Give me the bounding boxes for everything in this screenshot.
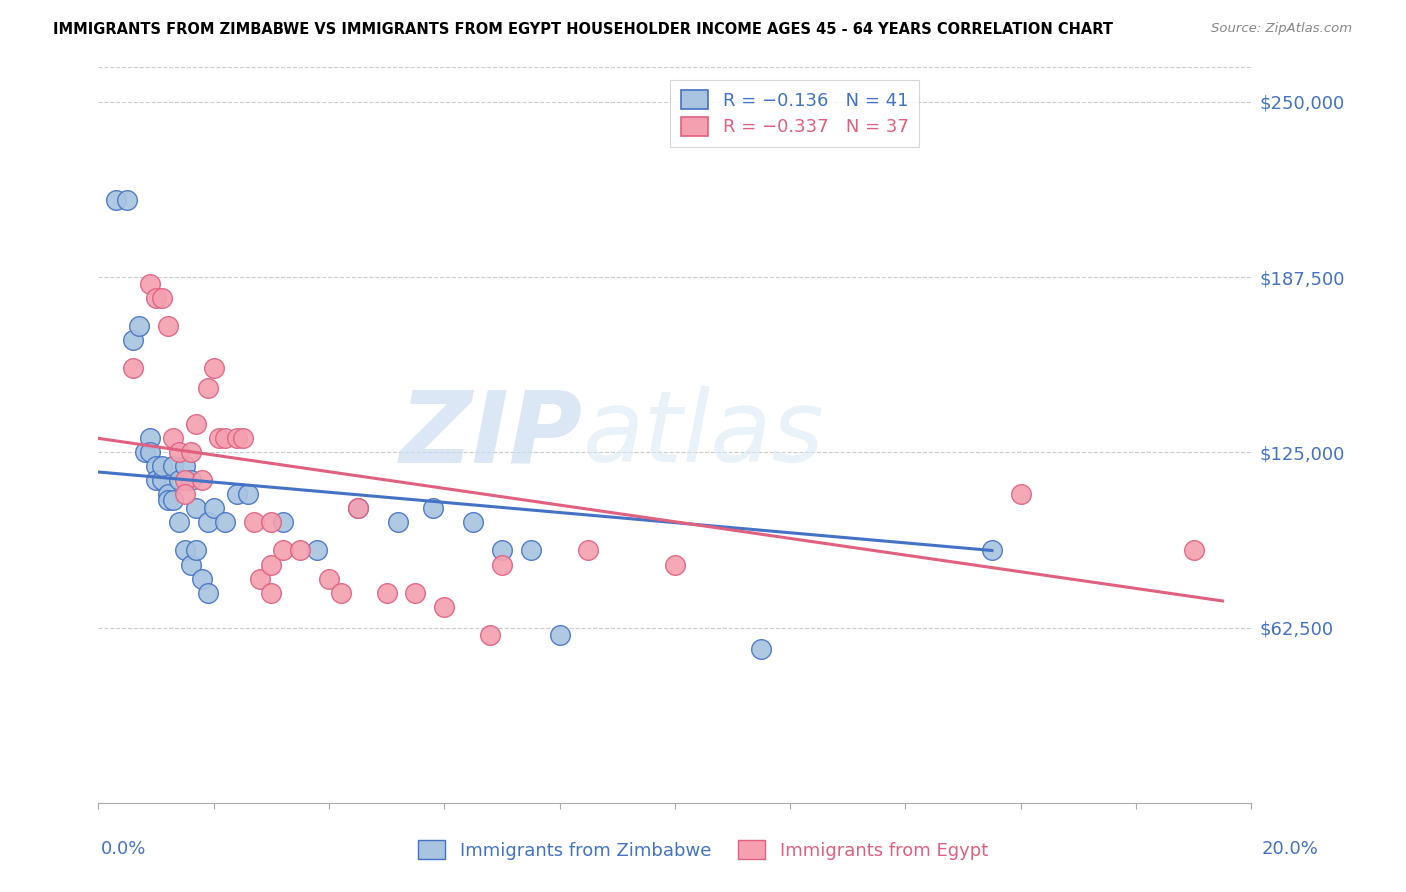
Point [479, 627, 502, 641]
Point [145, 291, 167, 305]
Point [122, 361, 145, 376]
Point [260, 558, 283, 572]
Point [180, 445, 202, 459]
Point [271, 543, 294, 558]
Point [225, 431, 247, 445]
Point [150, 474, 173, 488]
Point [174, 543, 197, 558]
Point [225, 487, 247, 501]
Point [167, 516, 190, 530]
Point [156, 493, 179, 508]
Point [318, 572, 340, 586]
Point [191, 572, 214, 586]
Point [520, 543, 543, 558]
Point [167, 445, 190, 459]
Point [150, 291, 173, 305]
Text: 0.0%: 0.0% [101, 840, 146, 858]
Text: 20.0%: 20.0% [1263, 840, 1319, 858]
Point [167, 474, 190, 488]
Point [231, 431, 254, 445]
Point [162, 431, 184, 445]
Point [578, 543, 600, 558]
Point [145, 459, 167, 474]
Point [548, 627, 571, 641]
Point [134, 445, 156, 459]
Point [197, 516, 219, 530]
Point [981, 543, 1004, 558]
Point [238, 487, 260, 501]
Point [139, 277, 162, 292]
Point [162, 459, 184, 474]
Point [139, 445, 162, 459]
Point [174, 474, 197, 488]
Point [180, 474, 202, 488]
Point [260, 585, 283, 599]
Point [202, 361, 225, 376]
Point [162, 493, 184, 508]
Legend: R = −0.136   N = 41, R = −0.337   N = 37: R = −0.136 N = 41, R = −0.337 N = 37 [671, 79, 920, 147]
Point [174, 459, 197, 474]
Point [405, 585, 427, 599]
Text: IMMIGRANTS FROM ZIMBABWE VS IMMIGRANTS FROM EGYPT HOUSEHOLDER INCOME AGES 45 - 6: IMMIGRANTS FROM ZIMBABWE VS IMMIGRANTS F… [53, 22, 1114, 37]
Text: atlas: atlas [582, 386, 824, 483]
Point [491, 558, 513, 572]
Legend: Immigrants from Zimbabwe, Immigrants from Egypt: Immigrants from Zimbabwe, Immigrants fro… [411, 833, 995, 867]
Point [664, 558, 686, 572]
Text: Source: ZipAtlas.com: Source: ZipAtlas.com [1212, 22, 1353, 36]
Point [375, 585, 398, 599]
Point [186, 543, 208, 558]
Point [271, 516, 294, 530]
Point [433, 599, 456, 614]
Point [290, 543, 312, 558]
Point [180, 558, 202, 572]
Point [156, 487, 179, 501]
Point [347, 501, 370, 516]
Point [117, 193, 139, 207]
Point [208, 431, 231, 445]
Text: ZIP: ZIP [399, 386, 582, 483]
Point [174, 487, 197, 501]
Point [197, 585, 219, 599]
Point [463, 516, 485, 530]
Point [387, 516, 409, 530]
Point [243, 516, 266, 530]
Point [156, 319, 179, 334]
Point [202, 501, 225, 516]
Point [1010, 487, 1032, 501]
Point [751, 641, 773, 656]
Point [197, 381, 219, 395]
Point [329, 585, 352, 599]
Point [214, 516, 236, 530]
Point [186, 417, 208, 432]
Point [422, 501, 444, 516]
Point [1182, 543, 1205, 558]
Point [150, 459, 173, 474]
Point [214, 431, 236, 445]
Point [260, 516, 283, 530]
Point [104, 193, 127, 207]
Point [347, 501, 370, 516]
Point [145, 474, 167, 488]
Point [249, 572, 271, 586]
Point [191, 474, 214, 488]
Point [139, 431, 162, 445]
Point [186, 501, 208, 516]
Point [122, 333, 145, 347]
Point [307, 543, 329, 558]
Point [128, 319, 150, 334]
Point [491, 543, 513, 558]
